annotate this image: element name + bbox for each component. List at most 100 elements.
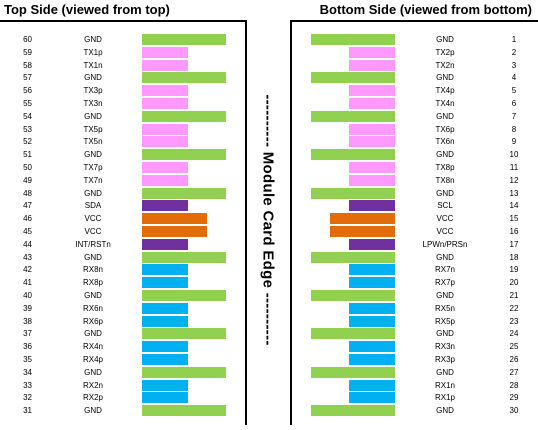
pin-signal-name: VCC <box>436 214 454 224</box>
pin-number: 9 <box>511 137 517 147</box>
bottom-pin-row: 16 VCC <box>0 225 538 238</box>
bottom-pin-row: 25 RX3n <box>0 340 538 353</box>
top-pin-row: 59 TX1p <box>0 46 538 59</box>
top-pin-row: 46 VCC <box>0 212 538 225</box>
top-pin-row: 42 RX8n <box>0 263 538 276</box>
pin-number: 31 <box>23 406 32 416</box>
pin-number: 10 <box>509 150 519 160</box>
pin-signal-name: RX2n <box>82 380 103 390</box>
pin-number: 27 <box>509 367 519 377</box>
pin-signal-name: GND <box>84 329 102 339</box>
pin-contact-bar <box>349 162 395 173</box>
pin-contact-bar <box>349 46 395 58</box>
pin-contact-bar <box>349 123 395 135</box>
top-pin-row: 39 RX6n <box>0 302 538 315</box>
pin-contact-bar <box>142 302 188 314</box>
pin-contact-bar <box>142 264 188 276</box>
pin-signal-name: RX6n <box>82 303 103 313</box>
pin-signal-name: RX8p <box>82 278 103 288</box>
top-pin-row: 52 TX5n <box>0 135 538 148</box>
pin-signal-name: TX3n <box>83 99 103 108</box>
bottom-pin-row: 15 VCC <box>0 212 538 225</box>
pin-contact-bar <box>349 277 395 289</box>
bottom-pin-row: 20 RX7p <box>0 276 538 289</box>
pin-signal-name: TX4p <box>435 86 455 96</box>
pin-number: 56 <box>23 86 32 96</box>
top-pin-row: 51 GND <box>0 148 538 161</box>
pin-signal-name: TX3p <box>83 86 103 96</box>
pin-number: 32 <box>23 393 32 403</box>
pin-signal-name: GND <box>436 329 454 339</box>
top-pin-row: 49 TX7n <box>0 174 538 187</box>
pin-number: 15 <box>509 214 519 224</box>
pin-contact-bar <box>330 226 395 237</box>
pin-number: 8 <box>511 124 517 134</box>
pin-signal-name: TX2p <box>435 47 455 57</box>
pin-signal-name: RX1n <box>434 380 455 390</box>
pin-contact-bar <box>349 315 395 327</box>
pin-signal-name: TX1n <box>83 60 103 70</box>
pin-number: 21 <box>509 291 519 300</box>
pin-signal-name: RX8n <box>82 265 103 275</box>
pin-signal-name: VCC <box>84 227 102 236</box>
pin-number: 23 <box>509 316 519 326</box>
pin-contact-bar <box>142 85 188 97</box>
pin-contact-bar <box>142 341 188 353</box>
pin-number: 57 <box>23 73 32 83</box>
pin-number: 1 <box>511 35 517 44</box>
bottom-pin-row: 26 RX3p <box>0 353 538 366</box>
pin-number: 47 <box>23 201 32 211</box>
pin-number: 43 <box>23 252 32 262</box>
pin-contact-bar <box>311 328 395 340</box>
pin-signal-name: GND <box>436 73 454 83</box>
top-side-panel <box>0 20 247 425</box>
pin-contact-bar <box>349 200 395 212</box>
top-pin-row: 57 GND <box>0 71 538 84</box>
pin-contact-bar <box>142 34 226 45</box>
bottom-pin-row: 24 GND <box>0 327 538 340</box>
pin-number: 13 <box>509 188 519 198</box>
pin-number: 6 <box>511 99 517 108</box>
pin-number: 5 <box>511 86 517 96</box>
bottom-pin-row: 6 TX4n <box>0 97 538 110</box>
pin-signal-name: RX6p <box>82 316 103 326</box>
pin-number: 54 <box>23 111 32 121</box>
bottom-pin-row: 7 GND <box>0 110 538 123</box>
pin-signal-name: TX7p <box>83 163 103 172</box>
pin-number: 38 <box>23 316 32 326</box>
pin-contact-bar <box>142 136 188 148</box>
bottom-side-panel <box>290 20 538 425</box>
pin-number: 53 <box>23 124 32 134</box>
top-pin-row: 50 TX7p <box>0 161 538 174</box>
pin-contact-bar <box>142 46 188 58</box>
pin-contact-bar <box>330 213 395 225</box>
pin-number: 19 <box>509 265 519 275</box>
pin-contact-bar <box>349 238 395 250</box>
pin-signal-name: TX7n <box>83 175 103 185</box>
top-pin-row: 40 GND <box>0 289 538 302</box>
top-pin-row: 33 RX2n <box>0 379 538 392</box>
pin-signal-name: GND <box>84 367 102 377</box>
top-pin-row: 43 GND <box>0 251 538 264</box>
pin-number: 42 <box>23 265 32 275</box>
pin-contact-bar <box>142 72 226 84</box>
pin-contact-bar <box>349 136 395 148</box>
top-pin-row: 41 RX8p <box>0 276 538 289</box>
pin-signal-name: RX7p <box>434 278 455 288</box>
pin-contact-bar <box>142 277 188 289</box>
bottom-pin-row: 27 GND <box>0 366 538 379</box>
pin-signal-name: GND <box>436 367 454 377</box>
pin-signal-name: TX5n <box>83 137 103 147</box>
bottom-pin-row: 29 RX1p <box>0 391 538 404</box>
pin-signal-name: RX4p <box>82 355 103 364</box>
pin-contact-bar <box>311 34 395 45</box>
pin-signal-name: GND <box>84 406 102 416</box>
pin-contact-bar <box>142 366 226 378</box>
pin-number: 12 <box>509 175 519 185</box>
pin-number: 29 <box>509 393 519 403</box>
top-pin-row: 55 TX3n <box>0 97 538 110</box>
pin-number: 26 <box>509 355 519 364</box>
pin-signal-name: VCC <box>436 227 454 236</box>
bottom-pin-row: 13 GND <box>0 187 538 200</box>
pin-signal-name: GND <box>436 188 454 198</box>
